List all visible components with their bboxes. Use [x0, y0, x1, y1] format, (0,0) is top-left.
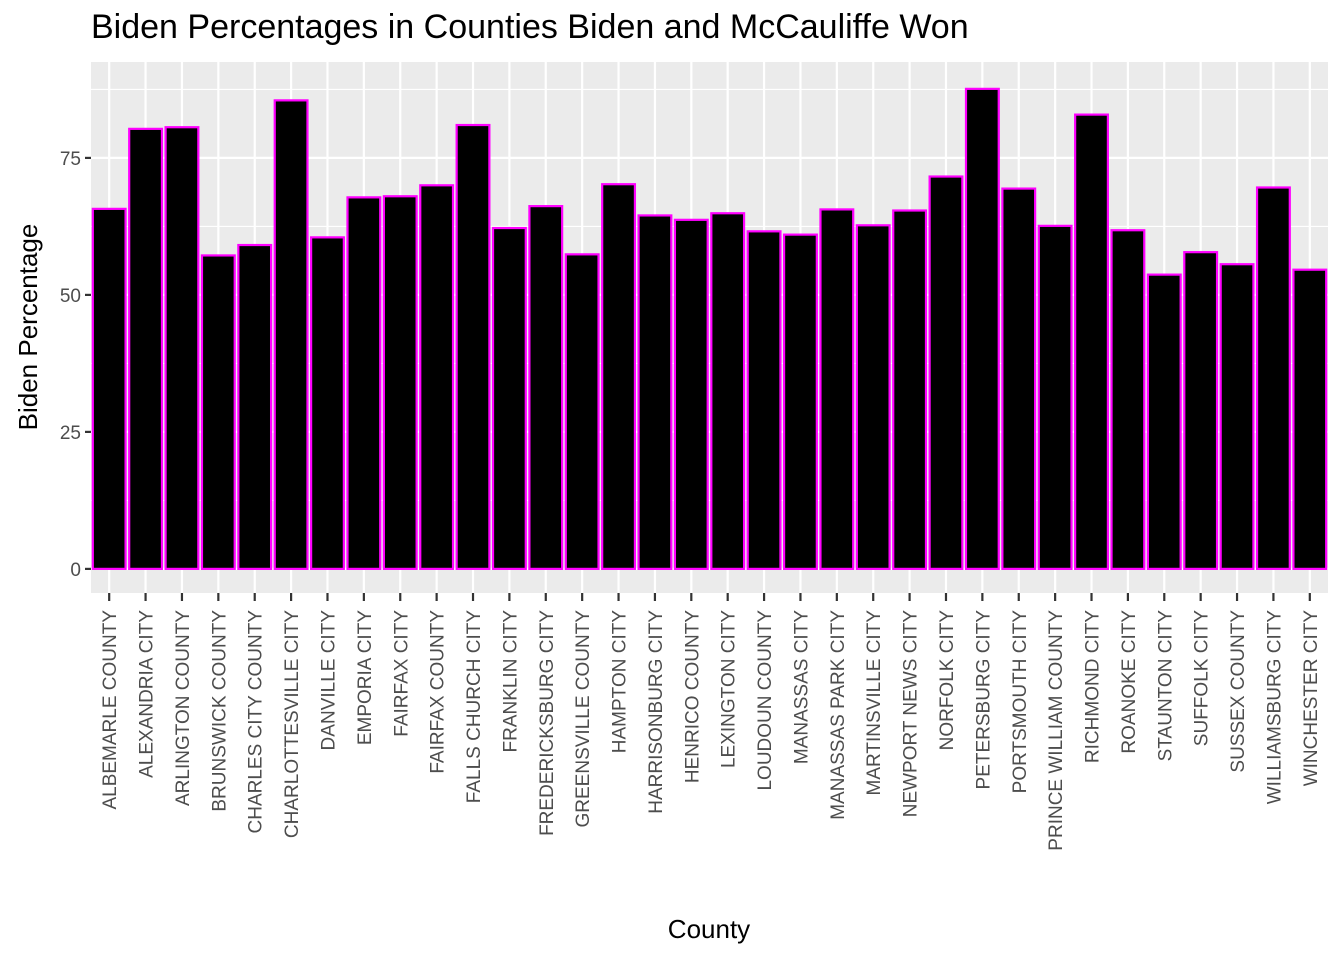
x-tick-label: FREDERICKSBURG CITY	[537, 610, 558, 836]
bar	[1039, 226, 1072, 569]
x-tick-label: CHARLOTTESVILLE CITY	[282, 610, 303, 838]
x-tick-label: GREENSVILLE COUNTY	[573, 610, 594, 828]
bar	[202, 255, 235, 568]
x-axis: ALBEMARLE COUNTY ALEXANDRIA CITY ARLINGTON…	[100, 593, 1322, 851]
bar	[1293, 270, 1326, 569]
bar	[893, 211, 926, 569]
bar	[1075, 115, 1108, 569]
x-tick-label: ALEXANDRIA CITY	[137, 610, 158, 778]
x-tick-label: HARRISONBURG CITY	[646, 610, 667, 814]
x-tick-label: MANASSAS PARK CITY	[828, 610, 849, 820]
x-tick-label: SUFFOLK CITY	[1192, 610, 1213, 747]
x-tick-label: ALBEMARLE COUNTY	[100, 610, 121, 810]
x-tick-label: HENRICO COUNTY	[682, 610, 703, 783]
x-tick-label: WINCHESTER CITY	[1301, 610, 1322, 787]
bar	[784, 235, 817, 569]
x-tick-label: ROANOKE CITY	[1119, 610, 1140, 754]
x-tick-label: PETERSBURG CITY	[973, 610, 994, 790]
bar	[93, 209, 126, 569]
y-tick-label: 0	[70, 560, 81, 581]
bar	[129, 129, 162, 569]
x-tick-label: MARTINSVILLE CITY	[864, 610, 885, 796]
bar	[1002, 189, 1035, 569]
x-tick-label: NEWPORT NEWS CITY	[901, 610, 922, 818]
x-tick-label: BRUNSWICK COUNTY	[209, 610, 230, 812]
bar	[347, 197, 380, 569]
bar	[748, 231, 781, 569]
x-tick-label: FALLS CHURCH CITY	[464, 610, 485, 804]
x-tick-label: PRINCE WILLIAM COUNTY	[1046, 610, 1067, 851]
x-tick-label: FAIRFAX COUNTY	[428, 610, 449, 774]
x-tick-label: NORFOLK CITY	[937, 610, 958, 751]
x-tick-label: SUSSEX COUNTY	[1228, 610, 1249, 773]
bar	[711, 213, 744, 569]
x-axis-title: County	[668, 914, 750, 944]
x-tick-label: DANVILLE CITY	[318, 610, 339, 751]
bar	[675, 220, 708, 569]
bar	[1184, 252, 1217, 569]
y-axis: 0 25 50 75	[60, 149, 91, 581]
bar	[857, 225, 890, 569]
bar	[1221, 264, 1254, 569]
x-tick-label: STAUNTON CITY	[1155, 610, 1176, 762]
bar	[457, 125, 490, 569]
y-axis-title: Biden Percentage	[13, 224, 43, 431]
x-tick-label: LOUDOUN COUNTY	[755, 610, 776, 791]
bar	[820, 209, 853, 568]
y-tick-label: 75	[60, 149, 81, 170]
x-tick-label: HAMPTON CITY	[610, 610, 631, 754]
x-tick-label: WILLIAMSBURG CITY	[1264, 610, 1285, 805]
bar	[420, 185, 453, 569]
bar	[639, 215, 672, 568]
bar	[930, 177, 963, 569]
x-tick-label: RICHMOND CITY	[1083, 610, 1104, 763]
x-tick-label: FAIRFAX CITY	[391, 610, 412, 737]
bar	[966, 89, 999, 569]
x-tick-label: PORTSMOUTH CITY	[1010, 610, 1031, 794]
bar	[1148, 275, 1181, 569]
bar	[238, 245, 271, 569]
bar	[493, 228, 526, 569]
bar	[1112, 230, 1145, 569]
x-tick-label: LEXINGTON CITY	[719, 610, 740, 768]
bar	[566, 254, 599, 569]
y-tick-label: 25	[60, 423, 81, 444]
x-tick-label: FRANKLIN CITY	[500, 610, 521, 753]
bar	[1257, 187, 1290, 568]
x-tick-label: EMPORIA CITY	[355, 610, 376, 745]
bar	[311, 237, 344, 569]
x-tick-label: CHARLES CITY COUNTY	[246, 610, 267, 834]
x-tick-label: ARLINGTON COUNTY	[173, 610, 194, 806]
x-tick-label: MANASSAS CITY	[791, 610, 812, 764]
bar	[384, 196, 417, 569]
y-tick-label: 50	[60, 286, 81, 307]
bar	[529, 206, 562, 569]
bar	[275, 100, 308, 569]
bar	[166, 127, 199, 569]
bar	[602, 184, 635, 569]
